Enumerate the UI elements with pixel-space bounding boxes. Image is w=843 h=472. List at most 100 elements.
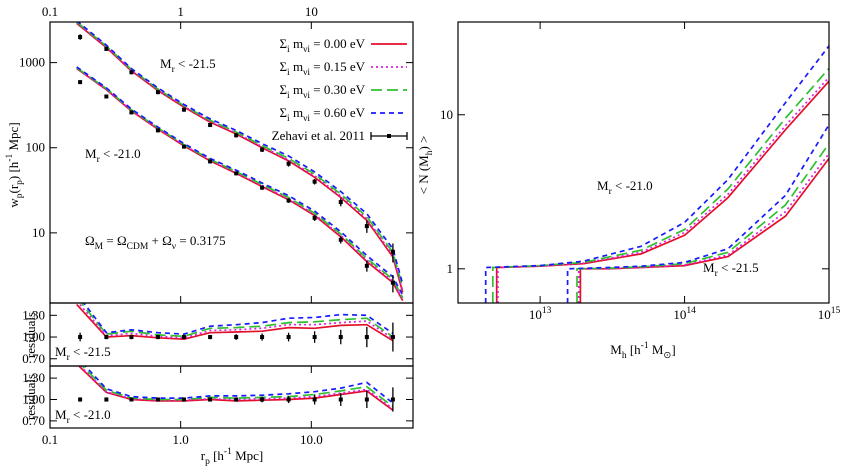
data-point [78,397,83,402]
y-tick-label: 100 [26,140,46,155]
data-point [234,397,239,402]
x-axis-label: Mh [h-1 M⊙] [610,341,675,361]
data-point [155,128,160,133]
data-point [234,133,239,138]
data-point [208,159,213,164]
y-tick-label: 1 [447,261,454,276]
model-line [76,22,404,293]
legend-label: Σi mνi = 0.00 eV [279,36,365,55]
data-point [390,249,395,254]
y-tick-label: 10 [440,107,453,122]
model-line [577,153,829,303]
annotation: Mr < -21.5 [160,56,216,75]
plot-area [76,303,395,352]
data-point [104,46,109,51]
model-line [76,67,404,299]
data-point [312,215,317,220]
model-line [77,366,394,411]
data-point [78,80,83,85]
data-point [155,335,160,340]
y-tick-label: 1.30 [22,307,45,322]
data-point [286,198,291,203]
model-line [76,22,404,285]
model-line [497,76,829,303]
annotation: ΩM = ΩCDM + Ων = 0.3175 [85,233,226,252]
data-point [234,171,239,176]
data-point [181,397,186,402]
model-line [82,303,394,335]
data-point [286,161,291,166]
data-point [338,200,343,205]
y-tick-label: 1.00 [22,329,45,344]
data-point [208,397,213,402]
legend-label: Σi mνi = 0.60 eV [279,105,365,124]
legend-label: Σi mνi = 0.30 eV [279,82,365,101]
data-point [208,335,213,340]
y-tick-label: 1.00 [22,391,45,406]
y-axis-label: residuals [23,374,38,420]
data-point [338,335,343,340]
data-point [286,335,291,340]
model-line [76,67,404,302]
x-tick-label: 10.0 [300,432,323,447]
data-point [208,122,213,127]
annotation: Mr < -21.0 [597,178,653,197]
data-point [260,335,265,340]
model-line [77,303,394,340]
model-line [76,22,404,288]
x-tick-label: 1.0 [173,432,189,447]
y-axis-label: < N (Mh) > [416,136,435,195]
model-line [76,67,404,300]
annotation: Mr < -21.5 [55,344,111,363]
legend-label: Σi mνi = 0.15 eV [279,59,365,78]
data-point [390,397,395,402]
plot-area [76,22,404,302]
data-point [129,110,134,115]
data-point [338,397,343,402]
data-point [78,34,83,39]
x-tick-label: 10 [305,4,318,19]
annotation: Mr < -21.0 [55,407,111,426]
model-line [76,66,404,296]
data-point [155,90,160,95]
data-point [286,397,291,402]
data-point [129,335,134,340]
y-axis-label: residuals [23,312,38,358]
data-point [155,397,160,402]
data-point [364,397,369,402]
data-point [78,335,83,340]
model-line [484,45,829,303]
data-point [364,224,369,229]
model-line [495,80,829,303]
plot-area [77,366,395,412]
x-tick-label: 1014 [673,306,696,322]
y-tick-label: 1000 [19,55,45,70]
annotation: Mr < -21.0 [85,146,141,165]
data-point [390,280,395,285]
x-tick-label: 1013 [529,306,552,322]
data-point [104,397,109,402]
annotation: Mr < -21.5 [703,260,759,279]
data-point [129,70,134,75]
y-tick-label: 10 [32,225,45,240]
data-point [181,335,186,340]
model-line [576,143,829,303]
data-point [104,335,109,340]
model-line [491,67,829,303]
data-point [181,144,186,149]
x-axis-label: rp [h-1 Mpc] [201,447,264,467]
model-line [84,366,394,404]
data-point [260,397,265,402]
data-point [312,397,317,402]
x-tick-label: 1015 [818,306,841,322]
data-point [364,263,369,268]
x-tick-label: 0.1 [42,4,58,19]
data-point [390,335,395,340]
model-line [79,366,394,410]
data-point [312,179,317,184]
data-point [338,237,343,242]
model-line [566,124,829,303]
data-point [129,397,134,402]
x-tick-label: 1 [177,4,184,19]
